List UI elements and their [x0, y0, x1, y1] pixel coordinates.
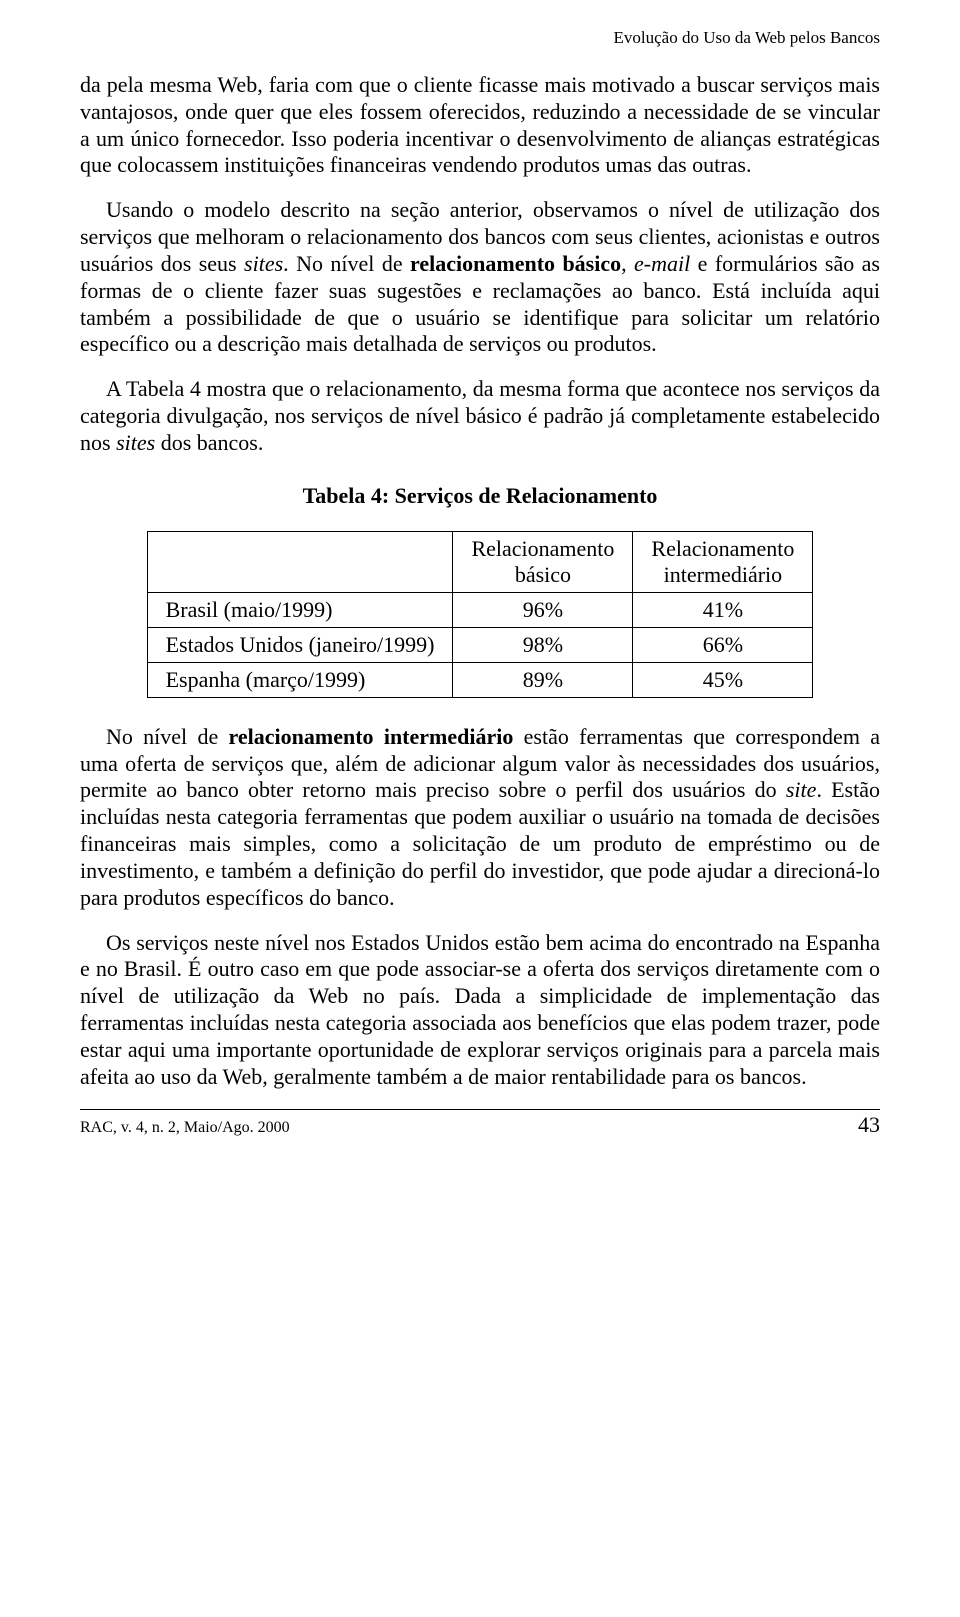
table-cell-label: Estados Unidos (janeiro/1999): [147, 627, 453, 662]
table-title: Tabela 4: Serviços de Relacionamento: [80, 483, 880, 509]
italic-text: sites: [116, 430, 155, 455]
page-footer: RAC, v. 4, n. 2, Maio/Ago. 2000 43: [80, 1109, 880, 1138]
relationship-table: Relacionamento básico Relacionamento int…: [147, 531, 814, 698]
text: intermediário: [664, 562, 783, 587]
italic-text: sites: [244, 251, 283, 276]
page-number: 43: [858, 1112, 880, 1138]
table-cell-value: 41%: [633, 592, 813, 627]
paragraph-3: A Tabela 4 mostra que o relacionamento, …: [80, 376, 880, 456]
text: . No nível de: [283, 251, 410, 276]
table-cell-label: Brasil (maio/1999): [147, 592, 453, 627]
table-header-empty: [147, 531, 453, 592]
italic-text: e-mail: [634, 251, 690, 276]
paragraph-2: Usando o modelo descrito na seção anteri…: [80, 197, 880, 358]
table-header-basic: Relacionamento básico: [453, 531, 633, 592]
text: Relacionamento: [471, 536, 614, 561]
text: Relacionamento: [651, 536, 794, 561]
text: No nível de: [106, 724, 229, 749]
paragraph-1: da pela mesma Web, faria com que o clien…: [80, 72, 880, 179]
table-cell-value: 66%: [633, 627, 813, 662]
table-header-row: Relacionamento básico Relacionamento int…: [147, 531, 813, 592]
table-header-intermediate: Relacionamento intermediário: [633, 531, 813, 592]
table-cell-value: 89%: [453, 662, 633, 697]
table-row: Espanha (março/1999) 89% 45%: [147, 662, 813, 697]
table-cell-value: 45%: [633, 662, 813, 697]
table-cell-label: Espanha (março/1999): [147, 662, 453, 697]
bold-text: relacionamento intermediário: [229, 724, 514, 749]
table-row: Brasil (maio/1999) 96% 41%: [147, 592, 813, 627]
text: ,: [621, 251, 634, 276]
text: Os serviços neste nível nos Estados Unid…: [80, 930, 880, 1089]
paragraph-4: No nível de relacionamento intermediário…: [80, 724, 880, 912]
paragraph-5: Os serviços neste nível nos Estados Unid…: [80, 930, 880, 1091]
table-row: Estados Unidos (janeiro/1999) 98% 66%: [147, 627, 813, 662]
italic-text: site: [786, 777, 817, 802]
running-head: Evolução do Uso da Web pelos Bancos: [80, 28, 880, 48]
table-cell-value: 98%: [453, 627, 633, 662]
footer-citation: RAC, v. 4, n. 2, Maio/Ago. 2000: [80, 1119, 290, 1137]
text: básico: [515, 562, 571, 587]
table-cell-value: 96%: [453, 592, 633, 627]
bold-text: relacionamento básico: [410, 251, 621, 276]
text: dos bancos.: [155, 430, 263, 455]
text: da pela mesma Web, faria com que o clien…: [80, 72, 880, 177]
